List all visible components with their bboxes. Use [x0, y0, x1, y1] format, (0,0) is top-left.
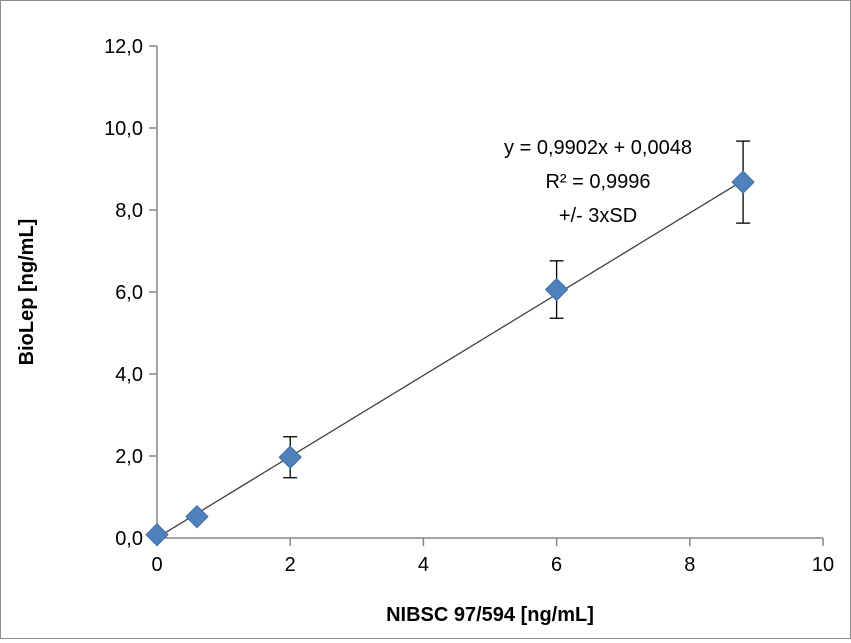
y-tick-label: 6,0 [115, 282, 143, 304]
x-tick-label: 4 [418, 554, 429, 576]
x-tick-label: 10 [812, 554, 834, 576]
equation-annotation: y = 0,9902x + 0,0048 [504, 137, 692, 159]
x-tick-label: 6 [551, 554, 562, 576]
y-tick-label: 4,0 [115, 364, 143, 386]
data-point [145, 523, 169, 547]
data-point [278, 445, 302, 469]
x-axis-title: NIBSC 97/594 [ng/mL] [386, 604, 594, 626]
error-bars [283, 140, 751, 479]
y-tick-label: 10,0 [104, 118, 143, 140]
trendline [156, 179, 744, 539]
y-tick-label: 0,0 [115, 528, 143, 550]
data-point [544, 277, 569, 302]
x-tick-label: 0 [151, 554, 162, 576]
r-squared-annotation: R² = 0,9996 [545, 171, 650, 193]
tick-labels: 0,0 2,0 4,0 6,0 8,0 10,0 12,0 0 2 4 6 8 10 [104, 36, 834, 576]
y-axis-title: BioLep [ng/mL] [16, 219, 38, 366]
y-tick-label: 8,0 [115, 200, 143, 222]
x-tick-label: 2 [285, 554, 296, 576]
y-tick-label: 2,0 [115, 446, 143, 468]
trendline-layer [156, 179, 744, 539]
x-tick-label: 8 [684, 554, 695, 576]
sd-annotation: +/- 3xSD [559, 205, 637, 227]
data-point [731, 170, 755, 194]
data-points [145, 170, 755, 547]
axes [149, 45, 824, 546]
data-point [185, 504, 209, 529]
y-tick-label: 12,0 [104, 36, 143, 58]
